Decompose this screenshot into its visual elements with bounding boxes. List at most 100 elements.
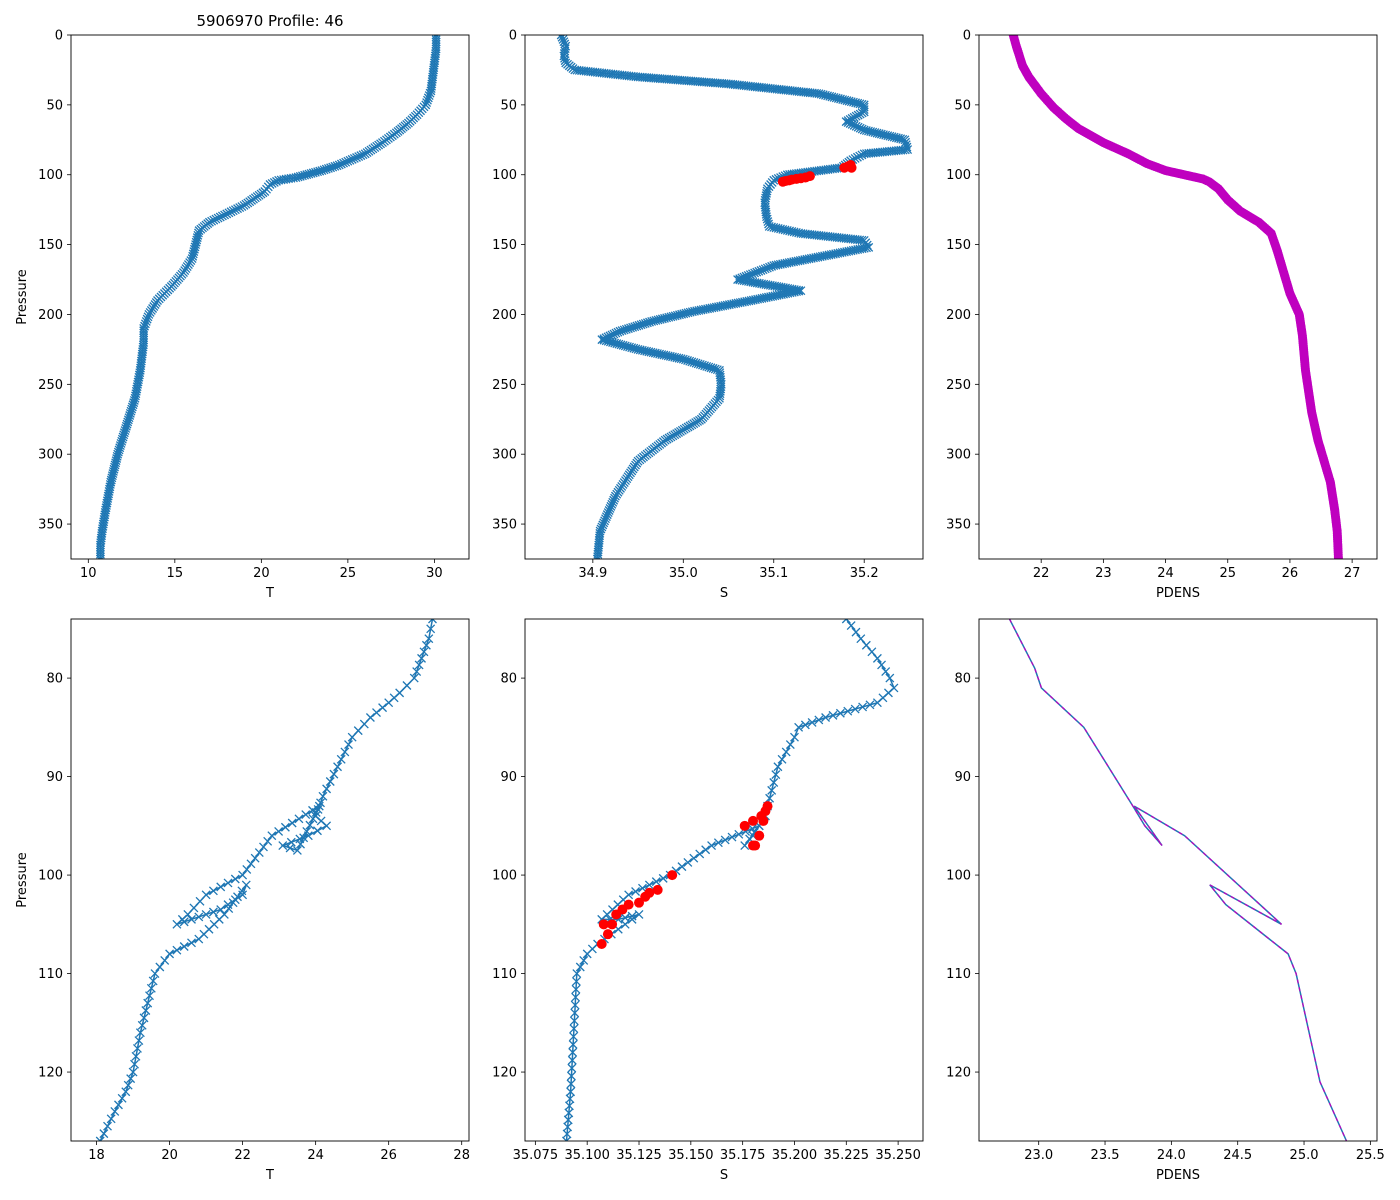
data-point-x: [571, 976, 581, 986]
flagged-point: [804, 171, 815, 182]
data-point-x: [246, 859, 256, 869]
plot-area: [1008, 35, 1343, 559]
data-point-x: [216, 882, 226, 892]
data-point-x: [172, 919, 182, 929]
flagged-point: [754, 830, 765, 841]
data-point-x: [563, 1122, 573, 1132]
y-tick-label: 90: [46, 770, 63, 785]
data-point-x: [843, 706, 853, 716]
y-axis-label: Pressure: [15, 852, 30, 908]
data-point-x: [226, 207, 236, 217]
x-tick-label: 22: [1033, 566, 1050, 581]
data-point-x: [259, 842, 268, 852]
data-point-x: [781, 747, 791, 757]
plot-area: [556, 35, 913, 559]
data-point-x: [568, 1047, 578, 1057]
data-point-x: [835, 708, 845, 718]
flagged-point: [846, 162, 857, 173]
data-point-x: [566, 1071, 576, 1081]
flagged-point: [667, 870, 678, 881]
data-point-x: [563, 1115, 573, 1125]
data-point-x: [144, 310, 154, 319]
data-point-x: [620, 919, 630, 929]
y-tick-label: 50: [500, 98, 517, 113]
x-tick-label: 24: [1157, 566, 1174, 581]
data-point-x: [872, 653, 882, 663]
x-tick-label: 35.1: [759, 566, 788, 581]
data-point-x: [95, 554, 105, 559]
data-point-x: [727, 832, 737, 842]
plot-area: [561, 619, 899, 1141]
data-point-x: [254, 848, 264, 858]
series-line-overlay: [1008, 619, 1348, 1141]
data-point-x: [771, 770, 781, 780]
x-tick-label: 23.0: [1024, 1148, 1053, 1163]
flagged-point: [602, 929, 613, 940]
data-point-x: [426, 624, 436, 634]
data-point-x: [131, 1051, 141, 1061]
data-point-x: [593, 552, 603, 559]
flagged-point: [762, 801, 773, 812]
data-point-x: [426, 86, 436, 96]
data-point-x: [857, 150, 867, 160]
data-point-x: [557, 35, 567, 42]
data-point-x: [877, 660, 887, 670]
data-point-x: [228, 206, 238, 216]
y-tick-label: 120: [38, 1066, 63, 1081]
x-tick-label: 26: [1282, 566, 1299, 581]
data-point-x: [150, 969, 160, 979]
data-point-x: [627, 914, 637, 924]
data-point-x: [556, 35, 566, 40]
data-point-x: [267, 831, 277, 841]
data-point-x: [187, 938, 196, 948]
flagged-point: [758, 815, 769, 826]
data-point-x: [134, 1036, 144, 1045]
data-point-x: [858, 702, 868, 712]
data-point-x: [274, 175, 284, 185]
data-point-x: [841, 619, 851, 624]
y-tick-label: 100: [492, 168, 517, 183]
data-point-x: [800, 720, 810, 730]
axes-frame: [524, 34, 924, 560]
y-tick-label: 350: [492, 518, 517, 533]
data-point-x: [558, 35, 568, 44]
data-point-x: [378, 703, 388, 713]
data-point-x: [233, 892, 242, 902]
data-point-x: [224, 904, 234, 914]
data-point-x: [103, 1121, 112, 1131]
x-axis-label: PDENS: [1156, 1168, 1200, 1183]
y-tick-label: 90: [500, 770, 517, 785]
data-point-x: [566, 1087, 576, 1097]
y-tick-label: 80: [46, 672, 63, 687]
data-point-x: [565, 1094, 575, 1104]
data-point-x: [865, 700, 875, 710]
data-point-x: [148, 976, 158, 986]
data-point-x: [422, 98, 432, 107]
data-point-x: [213, 213, 223, 223]
data-point-x: [372, 708, 381, 718]
x-tick-label: 35.150: [668, 1148, 714, 1163]
flagged-point: [739, 820, 750, 831]
x-tick-label: 25.5: [1356, 1148, 1385, 1163]
data-point-x: [572, 969, 582, 979]
panel-S-full: 34.9 35.0 35.1 35.2 0 50 100 150 200 250 300 350 S: [492, 29, 924, 601]
y-tick-label: 250: [946, 378, 971, 393]
data-point-x: [631, 887, 641, 896]
data-point-x: [95, 1136, 105, 1141]
data-point-x: [145, 991, 154, 1001]
data-point-x: [571, 984, 581, 994]
data-point-x: [794, 722, 804, 732]
pdens-point: [1333, 554, 1343, 559]
data-point-x: [322, 784, 332, 794]
data-point-x: [421, 640, 431, 650]
data-point-x: [201, 910, 211, 919]
y-tick-label: 350: [946, 518, 971, 533]
data-point-x: [856, 634, 866, 644]
y-axis-label: Pressure: [15, 269, 30, 325]
panel-S-zoom: 35.075 35.100 35.125 35.150 35.175 35.200 35.2…: [492, 618, 924, 1183]
data-point-x: [308, 814, 318, 824]
data-point-x: [336, 754, 346, 764]
data-point-x: [222, 209, 232, 219]
